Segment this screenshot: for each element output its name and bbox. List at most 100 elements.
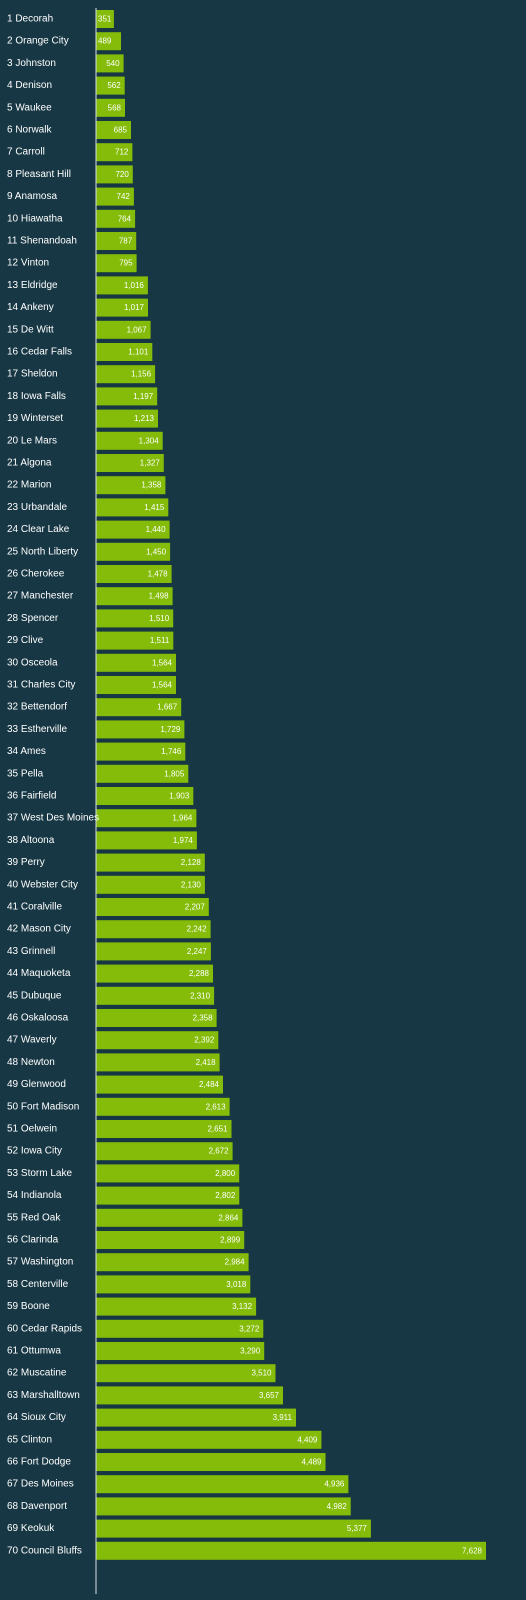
value-label: 712	[115, 148, 129, 157]
value-label: 2,418	[196, 1058, 217, 1067]
bar	[96, 298, 148, 317]
bar	[96, 1297, 257, 1316]
value-label: 1,510	[149, 614, 170, 623]
bar	[96, 609, 174, 628]
value-label: 2,800	[215, 1169, 236, 1178]
category-label: 14 Ankeny	[7, 302, 54, 313]
category-label: 26 Cherokee	[7, 569, 65, 580]
bar	[96, 520, 170, 539]
bar	[96, 454, 164, 472]
category-label: 7 Carroll	[7, 147, 45, 158]
category-label: 8 Pleasant Hill	[7, 169, 71, 180]
category-label: 3 Johnston	[7, 58, 56, 69]
value-label: 1,564	[152, 658, 173, 667]
value-label: 2,899	[220, 1236, 241, 1245]
value-label: 4,409	[297, 1435, 318, 1444]
category-label: 53 Storm Lake	[7, 1168, 72, 1179]
value-label: 2,358	[193, 1014, 214, 1023]
category-label: 19 Winterset	[7, 413, 63, 424]
value-label: 1,016	[124, 281, 145, 290]
category-label: 63 Marshalltown	[7, 1390, 80, 1401]
bar	[96, 1142, 233, 1161]
category-label: 25 North Liberty	[7, 546, 78, 557]
bar	[96, 1120, 232, 1138]
category-label: 12 Vinton	[7, 258, 49, 269]
bar	[96, 764, 189, 783]
category-label: 58 Centerville	[7, 1279, 69, 1290]
bar	[96, 276, 148, 295]
bar	[96, 631, 174, 650]
value-label: 2,651	[207, 1125, 228, 1134]
category-label: 28 Spencer	[7, 613, 59, 624]
bar	[96, 1009, 217, 1027]
category-label: 11 Shenandoah	[7, 236, 77, 247]
value-label: 764	[118, 214, 132, 223]
value-label: 1,197	[133, 392, 154, 401]
bar	[96, 1253, 249, 1272]
category-label: 65 Clinton	[7, 1434, 52, 1445]
value-label: 562	[107, 81, 121, 90]
value-label: 4,489	[301, 1458, 322, 1467]
bar-rows: 1 Decorah 351 2 Orange City 489 3 Johnston 54…	[7, 10, 486, 1560]
category-label: 57 Washington	[7, 1257, 73, 1268]
bar	[96, 787, 194, 805]
bar	[96, 1386, 283, 1405]
category-label: 9 Anamosa	[7, 191, 57, 202]
value-label: 7,628	[462, 1546, 483, 1555]
bar	[96, 476, 166, 495]
category-label: 56 Clarinda	[7, 1235, 59, 1246]
bar	[96, 1364, 276, 1383]
category-label: 18 Iowa Falls	[7, 391, 66, 402]
category-label: 1 Decorah	[7, 14, 53, 25]
value-label: 351	[98, 15, 112, 24]
category-label: 31 Charles City	[7, 680, 75, 691]
bar	[96, 898, 209, 916]
value-label: 4,936	[324, 1480, 345, 1489]
bar	[96, 143, 133, 162]
bar	[96, 742, 186, 761]
value-label: 2,984	[225, 1258, 246, 1267]
category-label: 15 De Witt	[7, 324, 54, 335]
value-label: 1,964	[172, 814, 193, 823]
bar	[96, 1497, 351, 1516]
category-label: 54 Indianola	[7, 1190, 62, 1201]
category-label: 68 Davenport	[7, 1501, 67, 1512]
value-label: 540	[106, 59, 120, 68]
value-label: 1,903	[169, 792, 190, 801]
category-label: 2 Orange City	[7, 36, 69, 47]
bar	[96, 964, 213, 983]
bar	[96, 1164, 240, 1183]
bar	[96, 831, 197, 850]
value-label: 1,498	[149, 592, 170, 601]
bar	[96, 343, 153, 361]
category-label: 22 Marion	[7, 480, 51, 491]
value-label: 1,805	[164, 769, 185, 778]
category-label: 17 Sheldon	[7, 369, 58, 380]
value-label: 1,327	[140, 459, 161, 468]
value-label: 787	[119, 237, 133, 246]
bar	[96, 698, 182, 717]
bar	[96, 1231, 245, 1249]
category-label: 66 Fort Dodge	[7, 1457, 71, 1468]
value-label: 1,415	[144, 503, 165, 512]
category-label: 46 Oskaloosa	[7, 1013, 69, 1024]
category-label: 69 Keokuk	[7, 1523, 55, 1534]
value-label: 489	[98, 37, 112, 46]
value-label: 3,911	[273, 1413, 293, 1422]
category-label: 70 Council Bluffs	[7, 1545, 82, 1556]
category-label: 48 Newton	[7, 1057, 55, 1068]
value-label: 2,613	[206, 1102, 227, 1111]
bar	[96, 1075, 223, 1094]
value-label: 1,440	[146, 525, 167, 534]
bar	[96, 409, 158, 428]
value-label: 2,247	[187, 947, 208, 956]
bar	[96, 1342, 265, 1360]
value-label: 2,310	[190, 991, 211, 1000]
value-label: 1,067	[127, 325, 148, 334]
value-label: 2,802	[215, 1191, 236, 1200]
value-label: 1,564	[152, 681, 173, 690]
bar	[96, 98, 125, 117]
bar	[96, 920, 211, 939]
bar	[96, 76, 125, 95]
